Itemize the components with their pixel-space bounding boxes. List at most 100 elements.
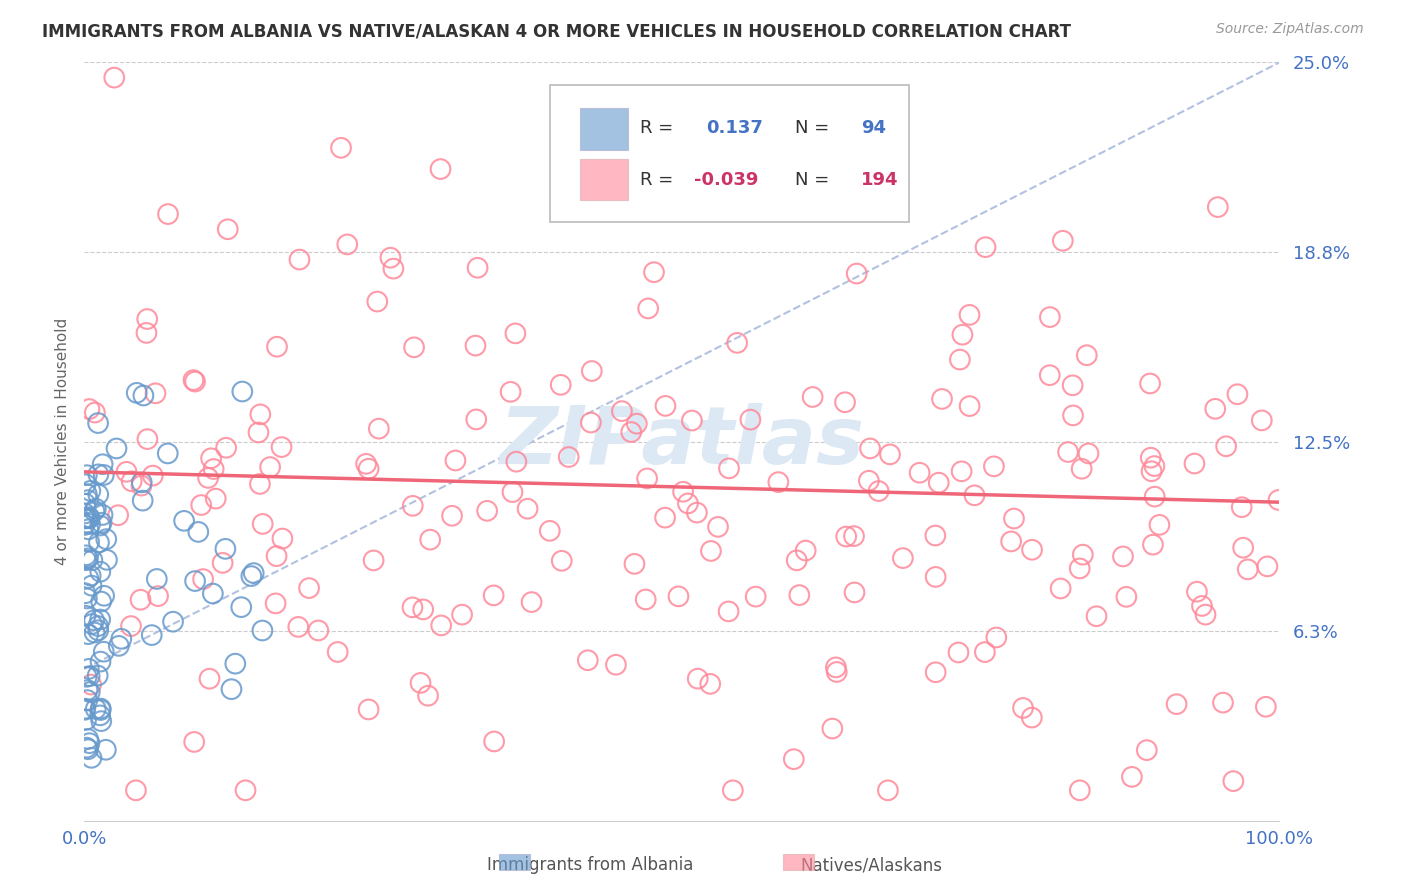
Point xyxy=(1222,774,1244,789)
Point xyxy=(90,703,112,717)
Point xyxy=(794,543,817,558)
Point xyxy=(1085,609,1108,624)
Point xyxy=(1236,562,1258,576)
Point xyxy=(79,402,101,417)
Point xyxy=(271,532,294,546)
Point xyxy=(136,312,159,326)
Point xyxy=(76,670,98,684)
Point xyxy=(783,752,806,766)
Point xyxy=(1215,439,1237,453)
Point xyxy=(1062,409,1084,423)
Point xyxy=(83,625,105,640)
Point xyxy=(87,416,110,430)
Point xyxy=(91,508,114,522)
Point xyxy=(1057,445,1080,459)
Point xyxy=(725,335,748,350)
Point xyxy=(1191,599,1213,613)
Point xyxy=(363,553,385,567)
Point xyxy=(877,783,900,797)
Point xyxy=(266,549,288,563)
Point xyxy=(135,326,157,340)
Point xyxy=(75,713,97,727)
Point xyxy=(87,487,110,501)
Point xyxy=(79,511,101,525)
Point xyxy=(1185,584,1208,599)
Point xyxy=(120,619,142,633)
Point xyxy=(801,390,824,404)
Bar xyxy=(581,108,628,150)
Point xyxy=(79,483,101,498)
Point xyxy=(380,251,402,265)
Point xyxy=(1069,561,1091,575)
Point xyxy=(1143,490,1166,504)
Point xyxy=(430,618,453,632)
Point xyxy=(80,751,103,765)
Point xyxy=(76,468,98,483)
Point xyxy=(1139,450,1161,465)
Point xyxy=(131,475,153,490)
Point xyxy=(89,708,111,723)
Point xyxy=(1206,200,1229,214)
Point xyxy=(75,497,97,511)
Point xyxy=(401,600,423,615)
Point xyxy=(834,395,856,409)
Point xyxy=(1136,743,1159,757)
Point xyxy=(699,677,721,691)
Point xyxy=(1166,697,1188,711)
Point xyxy=(91,457,114,471)
Point xyxy=(1052,234,1074,248)
Point xyxy=(75,477,97,491)
Text: N =: N = xyxy=(796,171,830,189)
Point xyxy=(416,689,439,703)
Point xyxy=(108,639,131,653)
Point xyxy=(156,446,179,460)
Point xyxy=(73,518,96,533)
Point xyxy=(404,340,426,354)
Point xyxy=(83,405,105,419)
Point xyxy=(80,677,103,691)
Point xyxy=(83,504,105,518)
Point xyxy=(974,240,997,254)
Point xyxy=(131,493,153,508)
Point xyxy=(93,589,115,603)
Point xyxy=(201,586,224,600)
Point xyxy=(96,553,118,567)
Point xyxy=(768,475,790,489)
Point xyxy=(259,460,281,475)
Point xyxy=(107,508,129,523)
Point xyxy=(90,714,112,728)
Point xyxy=(96,532,118,546)
Point xyxy=(520,595,543,609)
Point xyxy=(676,496,699,510)
Text: Natives/Alaskans: Natives/Alaskans xyxy=(801,856,942,874)
Point xyxy=(76,487,98,501)
Text: N =: N = xyxy=(796,120,830,137)
Point xyxy=(84,501,107,516)
Point xyxy=(89,655,111,669)
Point xyxy=(366,294,388,309)
Point xyxy=(963,488,986,502)
Point xyxy=(1267,493,1289,508)
Point xyxy=(249,477,271,491)
Point xyxy=(1069,783,1091,797)
Point xyxy=(77,742,100,756)
Point xyxy=(1139,376,1161,391)
Point xyxy=(73,511,96,525)
Point xyxy=(505,455,527,469)
Point xyxy=(357,461,380,475)
Point xyxy=(908,466,931,480)
Point xyxy=(744,590,766,604)
Point xyxy=(1204,401,1226,416)
Point xyxy=(482,588,505,602)
Point xyxy=(931,392,953,406)
Point xyxy=(90,516,112,530)
Point xyxy=(82,553,104,567)
Point xyxy=(1140,464,1163,478)
Point xyxy=(576,653,599,667)
Point xyxy=(948,645,970,659)
Point xyxy=(79,669,101,683)
Point xyxy=(142,468,165,483)
Point xyxy=(214,541,236,556)
Point xyxy=(75,549,97,563)
Point xyxy=(654,510,676,524)
